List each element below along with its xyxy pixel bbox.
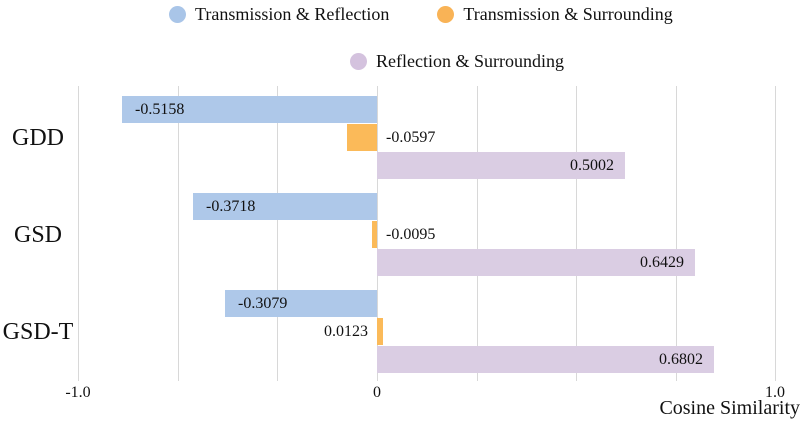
bar-gsd-reflection-surrounding <box>377 249 695 276</box>
bar-gsd-t-transmission-surrounding <box>377 318 383 345</box>
category-label-gsd-t: GSD-T <box>2 319 74 345</box>
bar-value-label: 0.6802 <box>659 351 703 368</box>
x-tick-0: 0 <box>373 384 381 401</box>
bar-value-label: 0.5002 <box>570 157 614 174</box>
x-axis-title: Cosine Similarity <box>659 397 800 419</box>
bar-value-label: -0.3718 <box>206 198 256 215</box>
bar-value-label: -0.0095 <box>386 226 436 243</box>
gridline <box>477 86 478 381</box>
bar-value-label: -0.0597 <box>386 129 436 146</box>
gridline <box>676 86 677 381</box>
bar-gdd-reflection-surrounding <box>377 152 625 179</box>
bar-gdd-transmission-surrounding <box>347 124 377 151</box>
bar-gsd-t-transmission-reflection <box>225 290 377 317</box>
bar-value-label: 0.0123 <box>324 323 368 340</box>
bar-gsd-transmission-reflection <box>193 193 377 220</box>
bar-gdd-transmission-reflection <box>122 96 377 123</box>
legend-item-reflection-surrounding: Reflection & Surrounding <box>350 51 564 72</box>
bar-value-label: 0.6429 <box>640 254 684 271</box>
legend-row-1: Transmission & Reflection Transmission & … <box>169 4 673 25</box>
bar-gsd-t-reflection-surrounding <box>377 346 714 373</box>
legend-row-2: Reflection & Surrounding <box>350 51 564 72</box>
bar-value-label: -0.5158 <box>135 101 185 118</box>
legend-label: Transmission & Surrounding <box>463 4 673 24</box>
gridline <box>178 86 179 381</box>
bar-value-label: -0.3079 <box>238 295 288 312</box>
category-label-gdd: GDD <box>12 125 64 151</box>
legend-circle-icon <box>437 6 455 23</box>
gridline <box>775 86 776 381</box>
category-label-gsd: GSD <box>13 222 62 248</box>
bar-gsd-transmission-surrounding <box>372 221 377 248</box>
gridline <box>78 86 79 381</box>
x-tick-1-0: -1.0 <box>65 384 91 401</box>
gridline <box>576 86 577 381</box>
legend-circle-icon <box>350 53 367 70</box>
gridline <box>277 86 278 381</box>
gridline <box>377 86 378 381</box>
legend-circle-icon <box>169 6 186 23</box>
x-tick-1-0: 1.0 <box>765 384 785 401</box>
legend-item-transmission-surrounding: Transmission & Surrounding <box>437 4 673 25</box>
legend-item-transmission-reflection: Transmission & Reflection <box>169 4 389 25</box>
legend-label: Transmission & Reflection <box>195 4 390 24</box>
legend-label: Reflection & Surrounding <box>376 51 564 71</box>
